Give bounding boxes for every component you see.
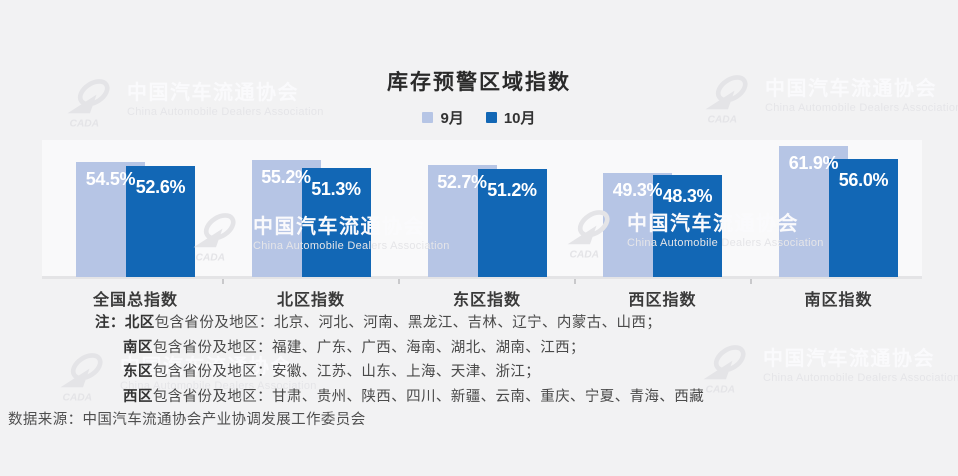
region-name: 北区	[124, 315, 155, 331]
value-label-9月-东区指数: 52.7%	[437, 172, 487, 192]
value-label-10月-南区指数: 56.0%	[838, 170, 889, 190]
axis-tick	[222, 279, 224, 284]
axis-tick	[574, 279, 576, 284]
category-label-南区指数: 南区指数	[804, 292, 873, 309]
svg-text:CADA: CADA	[705, 384, 735, 395]
october-swatch-icon	[485, 112, 497, 123]
note-line-east: 东区包含省份及地区：安徽、江苏、山东、上海、天津、浙江；	[123, 360, 704, 385]
region-provinces: 包含省份及地区：福建、广东、广西、海南、湖北、湖南、江西；	[152, 339, 585, 356]
bar-10月-北区指数	[301, 168, 371, 277]
region-provinces: 包含省份及地区：北京、河北、河南、黑龙江、吉林、辽宁、内蒙古、山西；	[154, 315, 662, 331]
chart-legend: 9月 10月	[0, 107, 958, 128]
legend-label-october: 10月	[503, 110, 536, 127]
axis-tick	[398, 279, 400, 284]
category-label-北区指数: 北区指数	[276, 292, 345, 309]
note-line-west: 西区包含省份及地区：甘肃、贵州、陕西、四川、新疆、云南、重庆、宁夏、青海、西藏	[123, 385, 704, 410]
watermark-zh-text: 中国汽车流通协会	[763, 348, 935, 370]
note-prefix: 注：	[95, 315, 125, 331]
region-provinces: 包含省份及地区：甘肃、贵州、陕西、四川、新疆、云南、重庆、宁夏、青海、西藏	[152, 388, 705, 405]
category-label-西区指数: 西区指数	[628, 292, 697, 309]
value-label-10月-全国总指数: 52.6%	[135, 177, 186, 197]
region-provinces: 包含省份及地区：安徽、江苏、山东、上海、天津、浙江；	[152, 364, 541, 380]
legend-label-september: 9月	[440, 110, 464, 127]
bar-10月-全国总指数	[126, 166, 195, 277]
note-line-north: 注：北区包含省份及地区：北京、河北、河南、黑龙江、吉林、辽宁、内蒙古、山西；	[95, 311, 704, 336]
category-label-全国总指数: 全国总指数	[92, 292, 178, 309]
value-label-10月-东区指数: 51.2%	[487, 180, 537, 200]
region-name: 西区	[123, 388, 153, 405]
region-name: 南区	[123, 339, 153, 356]
value-label-9月-北区指数: 55.2%	[261, 167, 311, 187]
legend-item-september: 9月	[422, 107, 464, 128]
region-notes: 注：北区包含省份及地区：北京、河北、河南、黑龙江、吉林、辽宁、内蒙古、山西； 南…	[95, 311, 704, 409]
september-swatch-icon	[422, 112, 434, 123]
value-label-9月-西区指数: 49.3%	[612, 180, 663, 200]
cada-swoosh-icon: CADA	[703, 345, 746, 395]
watermark-en-text: China Automobile Dealers Association	[763, 372, 958, 384]
svg-text:CADA: CADA	[62, 392, 92, 403]
bar-10月-西区指数	[653, 175, 722, 277]
legend-item-october: 10月	[485, 107, 536, 128]
axis-tick	[750, 279, 752, 284]
data-source-note: 数据来源：中国汽车流通协会产业协调发展工作委员会	[8, 412, 366, 428]
value-label-10月-北区指数: 51.3%	[311, 179, 361, 199]
chart-title: 库存预警区域指数	[387, 71, 571, 94]
watermark-text: 中国汽车流通协会 China Automobile Dealers Associa…	[763, 347, 958, 384]
bar-10月-东区指数	[477, 169, 547, 277]
region-name: 东区	[123, 364, 153, 380]
note-line-south: 南区包含省份及地区：福建、广东、广西、海南、湖北、湖南、江西；	[123, 336, 704, 361]
bar-10月-南区指数	[829, 159, 898, 277]
value-label-9月-南区指数: 61.9%	[788, 153, 839, 173]
value-label-9月-全国总指数: 54.5%	[85, 169, 136, 189]
cada-watermark: CADA 中国汽车流通协会 China Automobile Dealers Ass…	[698, 341, 958, 397]
category-label-东区指数: 东区指数	[452, 292, 521, 309]
value-label-10月-西区指数: 48.3%	[662, 186, 713, 206]
x-axis-line	[42, 276, 922, 279]
